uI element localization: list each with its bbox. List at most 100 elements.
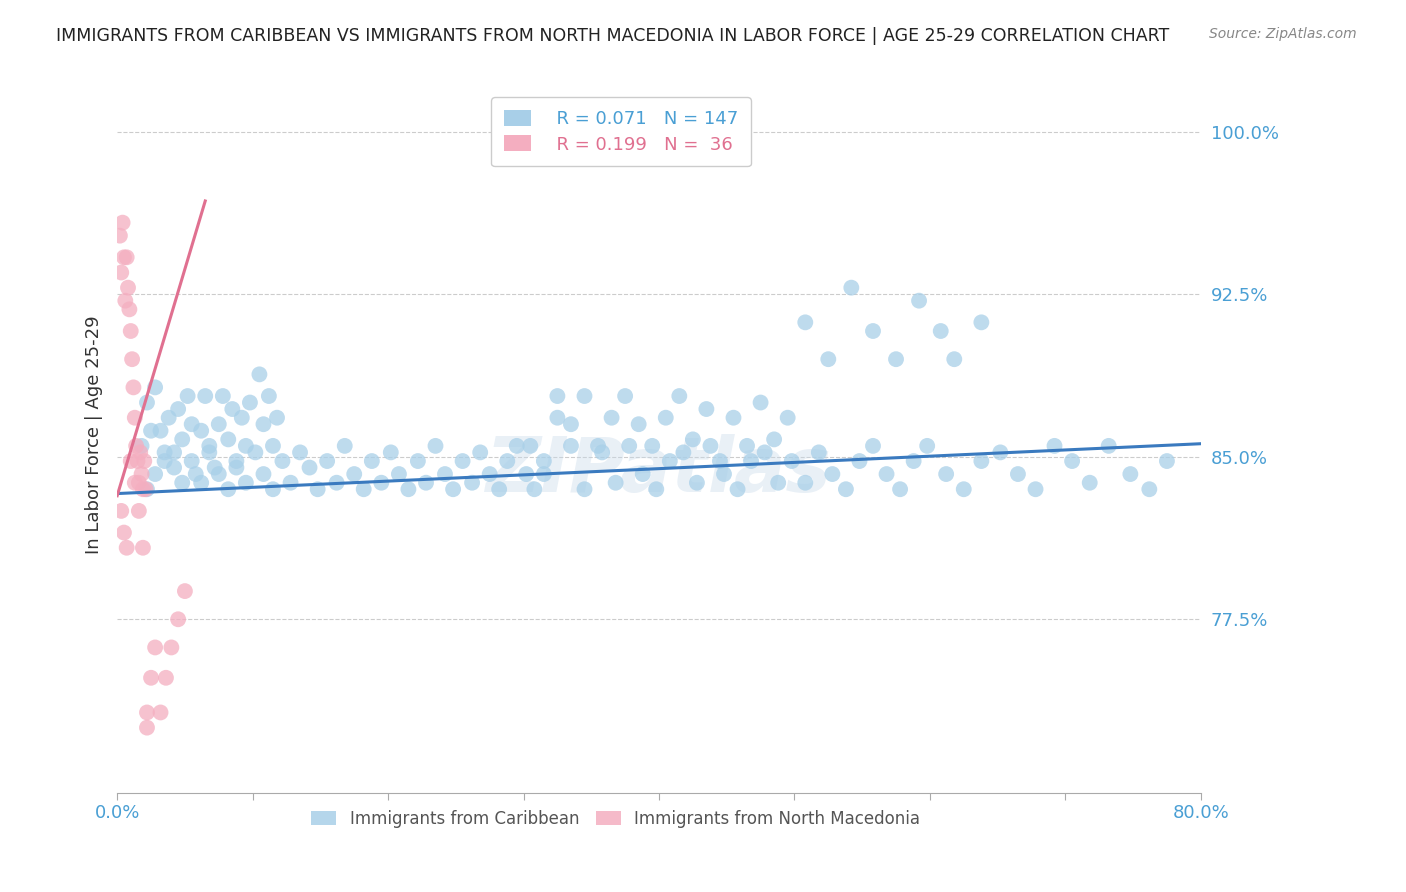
- Point: [198, 445, 221, 459]
- Legend: Immigrants from Caribbean, Immigrants from North Macedonia: Immigrants from Caribbean, Immigrants fr…: [305, 803, 927, 834]
- Point: [560, 439, 582, 453]
- Point: [143, 467, 166, 481]
- Point: [908, 293, 931, 308]
- Point: [835, 482, 858, 496]
- Point: [461, 475, 484, 490]
- Point: [862, 439, 884, 453]
- Point: [111, 216, 134, 230]
- Point: [172, 475, 194, 490]
- Point: [631, 467, 654, 481]
- Point: [112, 525, 135, 540]
- Point: [235, 439, 257, 453]
- Point: [257, 389, 280, 403]
- Point: [884, 352, 907, 367]
- Point: [114, 293, 136, 308]
- Point: [235, 475, 257, 490]
- Point: [360, 454, 382, 468]
- Point: [776, 410, 799, 425]
- Point: [970, 454, 993, 468]
- Point: [533, 467, 555, 481]
- Point: [118, 302, 141, 317]
- Point: [160, 640, 183, 655]
- Point: [627, 417, 650, 432]
- Point: [794, 475, 817, 490]
- Point: [519, 439, 541, 453]
- Point: [645, 482, 668, 496]
- Point: [298, 460, 321, 475]
- Point: [217, 433, 239, 447]
- Point: [766, 475, 789, 490]
- Point: [124, 475, 146, 490]
- Point: [174, 584, 197, 599]
- Point: [167, 402, 190, 417]
- Point: [225, 460, 247, 475]
- Point: [117, 280, 139, 294]
- Point: [262, 439, 284, 453]
- Point: [155, 671, 177, 685]
- Point: [208, 417, 231, 432]
- Point: [120, 454, 142, 468]
- Point: [749, 395, 772, 409]
- Point: [120, 324, 142, 338]
- Point: [108, 228, 131, 243]
- Point: [180, 454, 202, 468]
- Point: [841, 280, 863, 294]
- Point: [506, 439, 529, 453]
- Point: [672, 445, 695, 459]
- Point: [225, 454, 247, 468]
- Point: [546, 410, 568, 425]
- Point: [252, 467, 274, 481]
- Point: [1156, 454, 1178, 468]
- Point: [735, 439, 758, 453]
- Point: [143, 640, 166, 655]
- Point: [129, 445, 152, 459]
- Point: [451, 454, 474, 468]
- Point: [713, 467, 735, 481]
- Point: [370, 475, 392, 490]
- Point: [204, 460, 226, 475]
- Point: [149, 424, 172, 438]
- Point: [252, 417, 274, 432]
- Point: [478, 467, 501, 481]
- Point: [433, 467, 456, 481]
- Point: [574, 482, 596, 496]
- Point: [249, 368, 271, 382]
- Point: [903, 454, 925, 468]
- Point: [131, 439, 153, 453]
- Point: [288, 445, 311, 459]
- Point: [546, 389, 568, 403]
- Point: [641, 439, 664, 453]
- Point: [122, 380, 145, 394]
- Point: [136, 706, 159, 720]
- Point: [686, 475, 709, 490]
- Y-axis label: In Labor Force | Age 25-29: In Labor Force | Age 25-29: [86, 316, 103, 554]
- Point: [112, 250, 135, 264]
- Point: [441, 482, 464, 496]
- Point: [1043, 439, 1066, 453]
- Point: [184, 467, 207, 481]
- Point: [1007, 467, 1029, 481]
- Point: [115, 541, 138, 555]
- Point: [655, 410, 678, 425]
- Point: [180, 417, 202, 432]
- Point: [262, 482, 284, 496]
- Point: [396, 482, 419, 496]
- Point: [127, 454, 149, 468]
- Point: [163, 445, 186, 459]
- Point: [135, 482, 157, 496]
- Point: [149, 706, 172, 720]
- Point: [128, 475, 150, 490]
- Point: [943, 352, 966, 367]
- Point: [316, 454, 339, 468]
- Point: [190, 424, 212, 438]
- Point: [121, 352, 143, 367]
- Point: [271, 454, 294, 468]
- Point: [682, 433, 704, 447]
- Point: [245, 445, 267, 459]
- Point: [862, 324, 884, 338]
- Point: [794, 315, 817, 329]
- Point: [533, 454, 555, 468]
- Point: [780, 454, 803, 468]
- Point: [1119, 467, 1142, 481]
- Point: [1062, 454, 1084, 468]
